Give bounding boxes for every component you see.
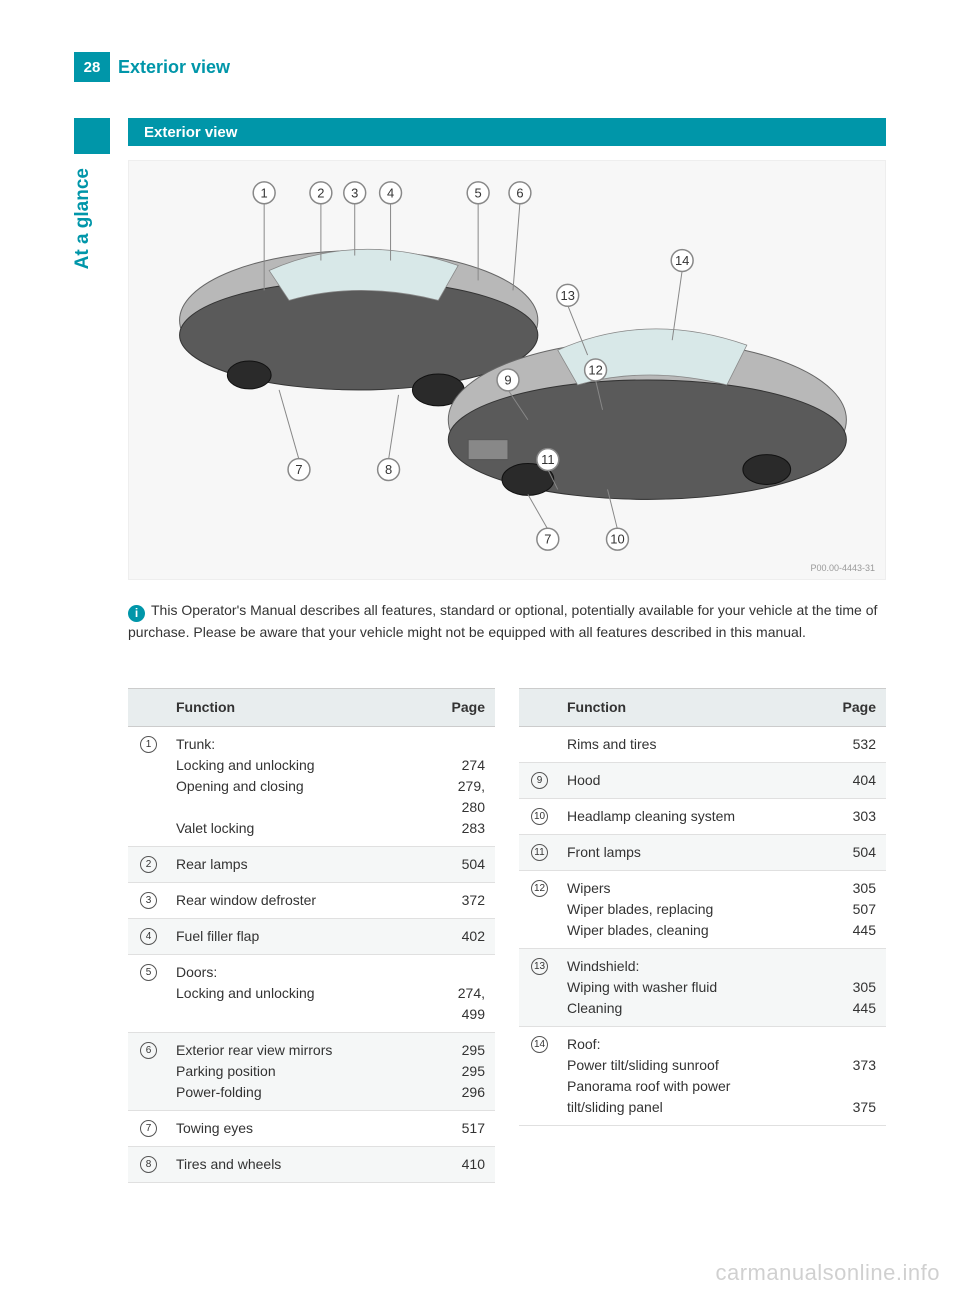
function-cell: Rear lamps bbox=[172, 854, 435, 875]
header-function: Function bbox=[563, 697, 826, 718]
section-tab-vertical: At a glance bbox=[72, 168, 94, 269]
table-row: 10 Headlamp cleaning system303 bbox=[519, 799, 886, 835]
table-row: 3 Rear window defroster372 bbox=[128, 883, 495, 919]
index-circle: 12 bbox=[531, 880, 548, 897]
header-page: Page bbox=[826, 697, 886, 718]
callout-number: 11 bbox=[541, 452, 554, 467]
table-row: 1 Trunk: Locking and unlocking Opening an… bbox=[128, 727, 495, 847]
function-tables: Function Page 1 Trunk: Locking and unlock… bbox=[128, 688, 886, 1183]
table-row: 6 Exterior rear view mirrors Parking posi… bbox=[128, 1033, 495, 1111]
left-table: Function Page 1 Trunk: Locking and unlock… bbox=[128, 688, 495, 1183]
page-cell: 305 445 bbox=[826, 956, 886, 1019]
watermark: carmanualsonline.info bbox=[715, 1260, 940, 1286]
table-row: 13 Windshield: Wiping with washer fluid C… bbox=[519, 949, 886, 1027]
left-accent-tab bbox=[74, 118, 110, 154]
index-circle: 8 bbox=[140, 1156, 157, 1173]
callout-number: 6 bbox=[516, 185, 523, 200]
function-cell: Hood bbox=[563, 770, 826, 791]
exterior-diagram: 12345678910111213147 P00.00-4443-31 bbox=[128, 160, 886, 580]
page-cell: 404 bbox=[826, 770, 886, 791]
function-cell: Rear window defroster bbox=[172, 890, 435, 911]
table-row: 14 Roof: Power tilt/sliding sunroof Panor… bbox=[519, 1027, 886, 1126]
page-cell: 402 bbox=[435, 926, 495, 947]
page-cell: 303 bbox=[826, 806, 886, 827]
table-header: Function Page bbox=[519, 688, 886, 727]
callout-number: 7 bbox=[295, 462, 302, 477]
callout-number: 3 bbox=[351, 185, 358, 200]
callout-number: 7 bbox=[544, 532, 551, 547]
function-cell: Wipers Wiper blades, replacing Wiper bla… bbox=[563, 878, 826, 941]
page-cell: 274 279, 280 283 bbox=[435, 734, 495, 839]
table-row: 5 Doors: Locking and unlocking 274, 499 bbox=[128, 955, 495, 1033]
info-note-text: This Operator's Manual describes all fea… bbox=[128, 602, 877, 640]
index-circle: 2 bbox=[140, 856, 157, 873]
page-cell: 305 507 445 bbox=[826, 878, 886, 941]
table-row: 2 Rear lamps504 bbox=[128, 847, 495, 883]
page-cell: 532 bbox=[826, 734, 886, 755]
function-cell: Exterior rear view mirrors Parking posit… bbox=[172, 1040, 435, 1103]
header-function: Function bbox=[172, 697, 435, 718]
function-cell: Rims and tires bbox=[563, 734, 826, 755]
callout-number: 2 bbox=[317, 185, 324, 200]
page-cell: 504 bbox=[826, 842, 886, 863]
index-circle: 6 bbox=[140, 1042, 157, 1059]
page-number-badge: 28 bbox=[74, 52, 110, 82]
table-row: 12 Wipers Wiper blades, replacing Wiper b… bbox=[519, 871, 886, 949]
function-cell: Tires and wheels bbox=[172, 1154, 435, 1175]
table-row: 8 Tires and wheels410 bbox=[128, 1147, 495, 1183]
header-page: Page bbox=[435, 697, 495, 718]
page-cell: 372 bbox=[435, 890, 495, 911]
index-circle: 3 bbox=[140, 892, 157, 909]
table-row: 11 Front lamps504 bbox=[519, 835, 886, 871]
table-header: Function Page bbox=[128, 688, 495, 727]
page-title: Exterior view bbox=[118, 52, 230, 82]
callout-number: 10 bbox=[610, 532, 624, 547]
page-cell: 410 bbox=[435, 1154, 495, 1175]
table-row: 7 Towing eyes517 bbox=[128, 1111, 495, 1147]
diagram-svg: 12345678910111213147 bbox=[129, 161, 885, 579]
callout-number: 5 bbox=[475, 185, 482, 200]
index-circle: 4 bbox=[140, 928, 157, 945]
diagram-id-label: P00.00-4443-31 bbox=[810, 563, 875, 573]
function-cell: Windshield: Wiping with washer fluid Cle… bbox=[563, 956, 826, 1019]
index-circle: 9 bbox=[531, 772, 548, 789]
callout-number: 9 bbox=[504, 372, 511, 387]
table-row: 9 Hood404 bbox=[519, 763, 886, 799]
function-cell: Roof: Power tilt/sliding sunroof Panoram… bbox=[563, 1034, 826, 1118]
info-icon: i bbox=[128, 605, 145, 622]
function-cell: Fuel filler flap bbox=[172, 926, 435, 947]
function-cell: Doors: Locking and unlocking bbox=[172, 962, 435, 1004]
index-circle: 5 bbox=[140, 964, 157, 981]
index-circle: 13 bbox=[531, 958, 548, 975]
page-cell: 373 375 bbox=[826, 1034, 886, 1118]
function-cell: Headlamp cleaning system bbox=[563, 806, 826, 827]
function-cell: Towing eyes bbox=[172, 1118, 435, 1139]
page-cell: 295 295 296 bbox=[435, 1040, 495, 1103]
callout-number: 12 bbox=[588, 363, 602, 378]
page-cell: 517 bbox=[435, 1118, 495, 1139]
page-cell: 504 bbox=[435, 854, 495, 875]
table-row: Rims and tires532 bbox=[519, 727, 886, 763]
index-circle: 7 bbox=[140, 1120, 157, 1137]
index-circle: 14 bbox=[531, 1036, 548, 1053]
callout-number: 4 bbox=[387, 185, 394, 200]
right-table: Function Page Rims and tires532 9 Hood404 1… bbox=[519, 688, 886, 1183]
callout-number: 13 bbox=[561, 288, 575, 303]
callout-number: 1 bbox=[261, 185, 268, 200]
callout-number: 14 bbox=[675, 253, 689, 268]
index-circle: 11 bbox=[531, 844, 548, 861]
table-row: 4 Fuel filler flap402 bbox=[128, 919, 495, 955]
section-header-bar: Exterior view bbox=[128, 118, 886, 146]
page-cell: 274, 499 bbox=[435, 962, 495, 1025]
function-cell: Trunk: Locking and unlocking Opening and… bbox=[172, 734, 435, 839]
index-circle: 10 bbox=[531, 808, 548, 825]
callout-number: 8 bbox=[385, 462, 392, 477]
info-note: iThis Operator's Manual describes all fe… bbox=[128, 600, 886, 642]
function-cell: Front lamps bbox=[563, 842, 826, 863]
index-circle: 1 bbox=[140, 736, 157, 753]
